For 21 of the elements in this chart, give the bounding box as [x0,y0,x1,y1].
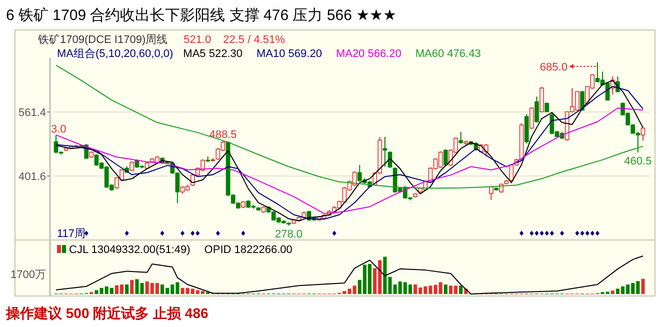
legend-label: CJL 13049332.00(51:49) [69,244,190,256]
chart-subtitle: 铁矿1709(DCE I1709)周线 [37,33,168,46]
text: MA5 522.30 [183,48,242,60]
text: 521.0 [184,34,212,46]
text: MA10 569.20 [256,48,322,60]
annotation: 685.0 [540,61,568,74]
text: OPID 1822266.00 [204,244,292,256]
annotation: 460.5 [624,155,652,168]
text: MA20 566.20 [336,48,402,60]
text: 1700万 [10,269,46,281]
text: MA60 476.43 [415,48,481,60]
chart-title: 6 铁矿 1709 合约收出长下影阳线 支撑 476 压力 566 ★★★ [6,7,396,24]
annotation: 117周 [57,228,86,240]
annotation: MA组合(5,10,20,60,0,0) [57,47,174,60]
annotation: 3.0 [51,123,66,136]
annotation: 278.0 [275,228,303,241]
y-tick-label: 561.4 [18,106,46,119]
text: 22.5 / 4.51% [223,34,286,46]
text: 操作建议 500 附近试多 止损 486 [5,305,208,321]
annotation: 488.5 [209,129,237,142]
y-tick-label: 401.6 [18,171,46,184]
